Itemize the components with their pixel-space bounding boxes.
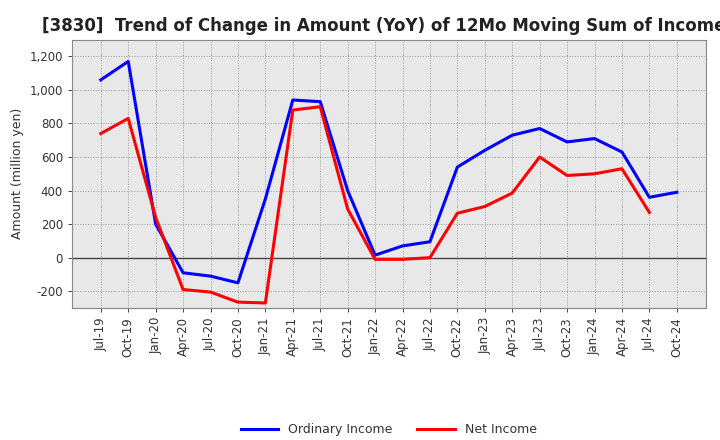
Ordinary Income (179, 270, 187, 275)
Net Income (453, 211, 462, 216)
Ordinary Income (233, 280, 242, 286)
Net Income (618, 166, 626, 172)
Net Income (590, 171, 599, 176)
Ordinary Income (672, 190, 681, 195)
Net Income (151, 215, 160, 220)
Ordinary Income (151, 221, 160, 227)
Title: [3830]  Trend of Change in Amount (YoY) of 12Mo Moving Sum of Incomes: [3830] Trend of Change in Amount (YoY) o… (42, 17, 720, 35)
Ordinary Income (563, 139, 572, 145)
Ordinary Income (536, 126, 544, 131)
Ordinary Income (645, 194, 654, 200)
Net Income (206, 290, 215, 295)
Net Income (96, 131, 105, 136)
Ordinary Income (590, 136, 599, 141)
Net Income (645, 210, 654, 215)
Y-axis label: Amount (million yen): Amount (million yen) (11, 108, 24, 239)
Line: Ordinary Income: Ordinary Income (101, 62, 677, 283)
Ordinary Income (124, 59, 132, 64)
Net Income (536, 154, 544, 160)
Ordinary Income (508, 132, 516, 138)
Net Income (261, 301, 270, 306)
Ordinary Income (398, 243, 407, 249)
Net Income (316, 104, 325, 109)
Line: Net Income: Net Income (101, 106, 649, 303)
Net Income (343, 206, 352, 212)
Ordinary Income (206, 274, 215, 279)
Net Income (124, 116, 132, 121)
Ordinary Income (480, 148, 489, 153)
Net Income (371, 257, 379, 262)
Ordinary Income (371, 253, 379, 258)
Net Income (480, 204, 489, 209)
Ordinary Income (453, 165, 462, 170)
Ordinary Income (426, 239, 434, 244)
Net Income (233, 300, 242, 305)
Ordinary Income (618, 149, 626, 154)
Ordinary Income (343, 188, 352, 193)
Net Income (398, 257, 407, 262)
Net Income (426, 255, 434, 260)
Ordinary Income (261, 196, 270, 202)
Ordinary Income (316, 99, 325, 104)
Net Income (508, 191, 516, 196)
Ordinary Income (289, 97, 297, 103)
Net Income (563, 173, 572, 178)
Net Income (179, 287, 187, 292)
Net Income (289, 107, 297, 113)
Legend: Ordinary Income, Net Income: Ordinary Income, Net Income (235, 418, 542, 440)
Ordinary Income (96, 77, 105, 82)
